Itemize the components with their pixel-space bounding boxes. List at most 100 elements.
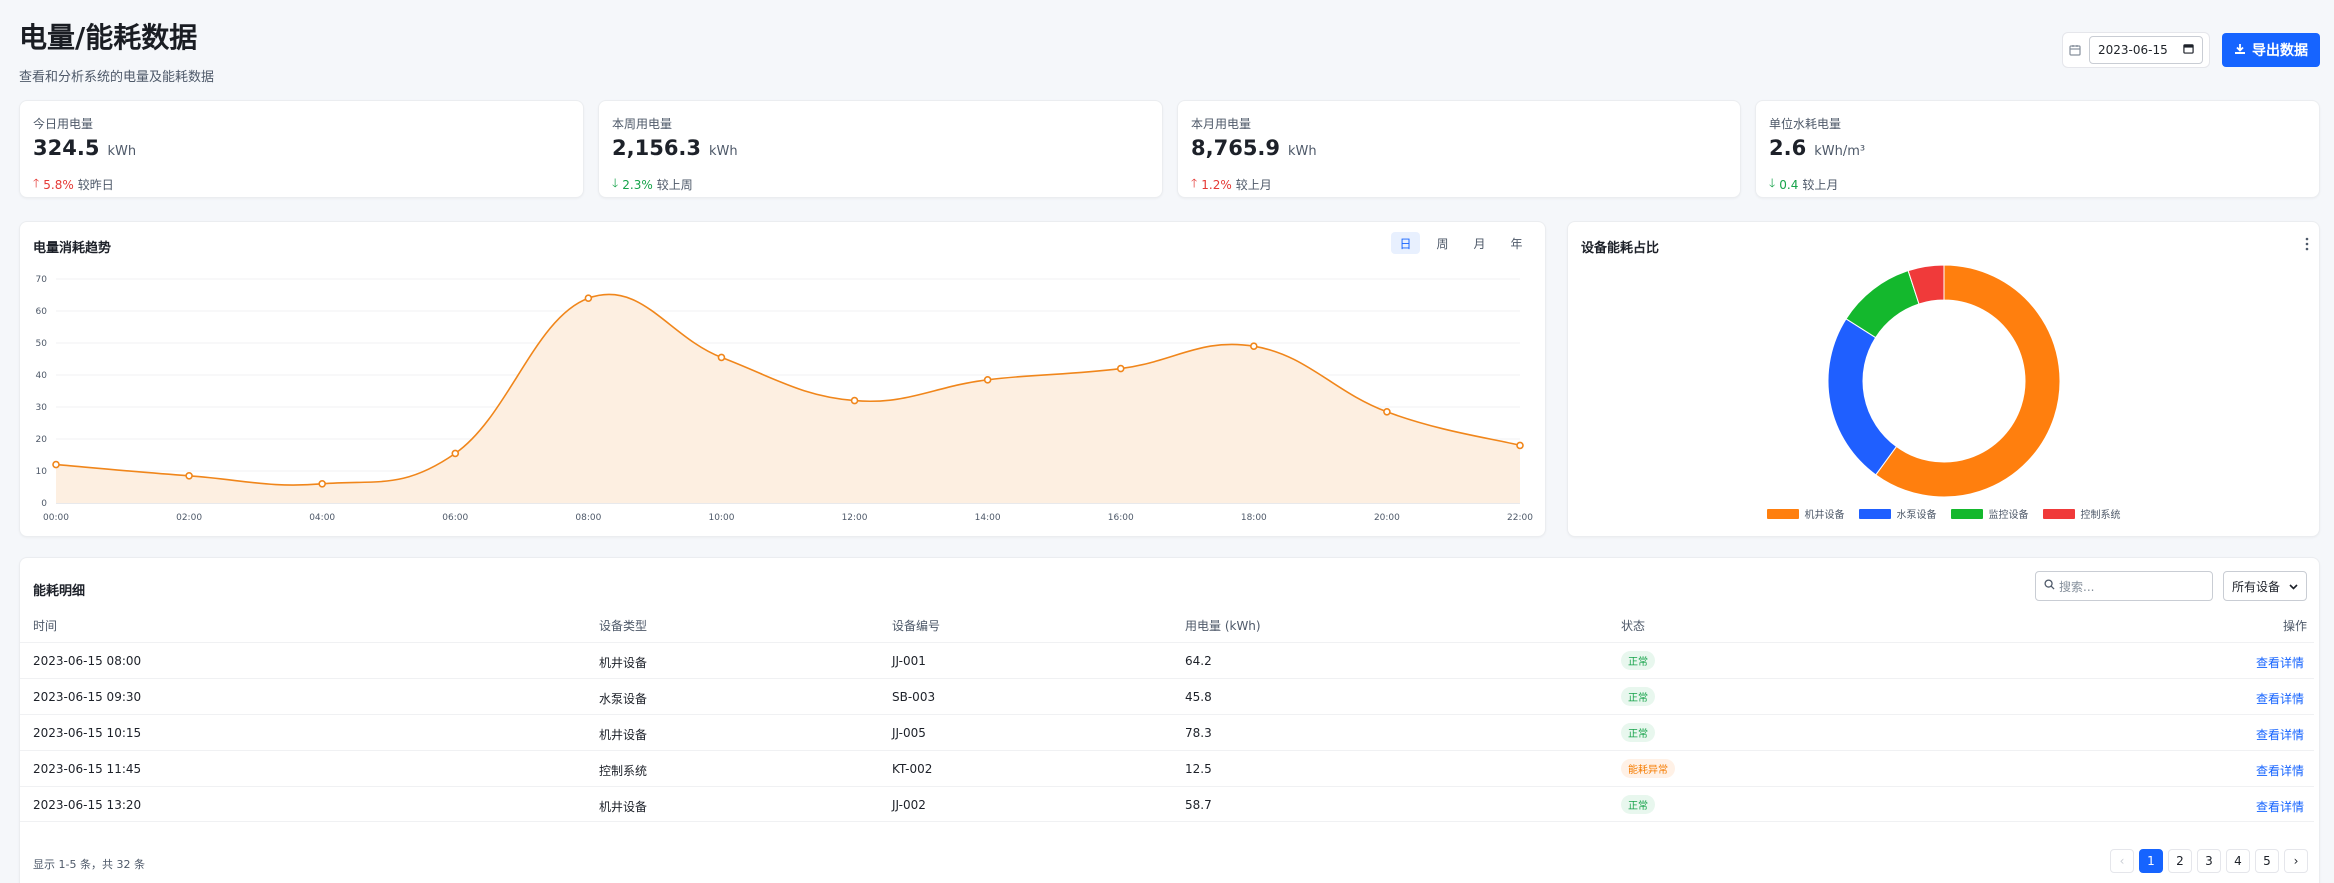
x-tick-label: 18:00 xyxy=(1241,513,1267,523)
tab-week[interactable]: 周 xyxy=(1436,236,1449,251)
cell-type: 机井设备 xyxy=(599,728,648,742)
y-tick-label: 50 xyxy=(36,339,48,349)
stat-unit: kWh/m³ xyxy=(1814,144,1866,159)
device-share-title: 设备能耗占比 xyxy=(1581,241,1660,256)
device-filter-select[interactable]: 所有设备 xyxy=(2223,571,2307,601)
table-row: 2023-06-15 13:20 机井设备 JJ-002 58.7 正常 查看详… xyxy=(20,786,2314,822)
data-point xyxy=(717,353,726,362)
table-title: 能耗明细 xyxy=(33,584,86,599)
date-value: 2023-06-15 xyxy=(2098,43,2168,57)
page-button[interactable]: 2 xyxy=(2168,849,2192,873)
trend-chart-title: 电量消耗趋势 xyxy=(33,241,112,256)
data-point xyxy=(1116,364,1125,373)
pagination: ‹ 1 2 3 4 5 › xyxy=(2110,849,2308,873)
date-picker[interactable]: 2023-06-15 xyxy=(2062,32,2210,68)
page-header: 电量/能耗数据 查看和分析系统的电量及能耗数据 2023-06-15 导出数据 xyxy=(19,18,2320,88)
stat-change-value: 1.2% xyxy=(1201,177,1232,192)
stat-label: 本周用电量 xyxy=(612,117,673,131)
x-tick-label: 08:00 xyxy=(575,513,601,523)
legend-item[interactable]: 机井设备 xyxy=(1766,506,1845,521)
stat-value: 8,765.9 kWh xyxy=(1191,136,1317,160)
page-button[interactable]: 3 xyxy=(2197,849,2221,873)
stat-value: 2,156.3 kWh xyxy=(612,136,738,160)
y-tick-label: 20 xyxy=(36,435,48,445)
x-tick-label: 22:00 xyxy=(1507,513,1533,523)
x-tick-label: 00:00 xyxy=(43,513,69,523)
view-detail-link[interactable]: 查看详情 xyxy=(2255,656,2304,670)
page-button[interactable]: 1 xyxy=(2139,849,2163,873)
legend-item[interactable]: 水泵设备 xyxy=(1858,506,1937,521)
trend-line-chart: 0 10 20 30 40 50 60 70 00:00 02:00 04:00 06:00 08:00… xyxy=(36,275,1534,523)
search-input[interactable]: 搜索... xyxy=(2035,571,2213,601)
page-button[interactable]: 5 xyxy=(2255,849,2279,873)
table-row: 2023-06-15 08:00 机井设备 JJ-001 64.2 正常 查看详… xyxy=(20,642,2314,678)
arrow-down-icon: 🡓 xyxy=(612,176,619,190)
cell-id: KT-002 xyxy=(892,762,933,776)
legend-swatch xyxy=(1858,508,1891,519)
cell-type: 机井设备 xyxy=(599,800,648,814)
x-tick-label: 14:00 xyxy=(975,513,1001,523)
y-tick-label: 0 xyxy=(41,499,47,509)
legend-swatch xyxy=(1766,508,1799,519)
column-header-status: 状态 xyxy=(1621,619,1646,633)
date-picker-icon[interactable] xyxy=(2183,43,2194,57)
search-icon xyxy=(2044,579,2055,593)
tab-month[interactable]: 月 xyxy=(1473,236,1486,251)
legend-label: 机井设备 xyxy=(1804,510,1845,521)
y-tick-label: 60 xyxy=(36,307,48,317)
stat-change: 🡑 5.8% 较昨日 xyxy=(33,174,114,195)
x-tick-label: 20:00 xyxy=(1374,513,1400,523)
stat-change: 🡓 2.3% 较上周 xyxy=(612,174,693,195)
stat-unit: kWh xyxy=(1288,144,1317,159)
legend-item[interactable]: 监控设备 xyxy=(1950,506,2029,521)
status-badge: 正常 xyxy=(1621,723,1655,742)
cell-time: 2023-06-15 13:20 xyxy=(33,798,142,812)
stat-number: 8,765.9 xyxy=(1191,136,1281,160)
y-tick-label: 70 xyxy=(36,275,48,285)
export-label: 导出数据 xyxy=(2252,42,2308,58)
view-detail-link[interactable]: 查看详情 xyxy=(2255,764,2304,778)
stat-change-value: 5.8% xyxy=(43,177,74,192)
search-placeholder: 搜索... xyxy=(2059,579,2095,594)
legend-item[interactable]: 控制系统 xyxy=(2042,506,2121,521)
y-tick-label: 40 xyxy=(36,371,48,381)
data-point xyxy=(451,449,460,458)
device-share-card: 设备能耗占比 机井设备 水泵设备 监控设备 控制系统 xyxy=(1567,221,2320,537)
export-button[interactable]: 导出数据 xyxy=(2222,33,2320,67)
data-point xyxy=(52,460,60,469)
stat-compare: 较上月 xyxy=(1802,178,1839,192)
data-point xyxy=(1250,342,1258,350)
next-page-button[interactable]: › xyxy=(2284,849,2308,873)
view-detail-link[interactable]: 查看详情 xyxy=(2255,692,2304,706)
tab-day[interactable]: 日 xyxy=(1391,232,1420,254)
area-fill xyxy=(56,294,1520,503)
stat-number: 324.5 xyxy=(33,136,100,160)
prev-page-button[interactable]: ‹ xyxy=(2110,849,2134,873)
cell-time: 2023-06-15 08:00 xyxy=(33,654,142,668)
stat-number: 2.6 xyxy=(1769,136,1807,160)
date-input[interactable]: 2023-06-15 xyxy=(2089,36,2203,64)
page-button[interactable]: 4 xyxy=(2226,849,2250,873)
x-tick-label: 02:00 xyxy=(176,513,202,523)
more-options-icon[interactable] xyxy=(2305,236,2309,255)
chevron-right-icon: › xyxy=(2293,854,2299,868)
stat-card-week: 本周用电量 2,156.3 kWh 🡓 2.3% 较上周 xyxy=(598,100,1163,198)
stat-card-today: 今日用电量 324.5 kWh 🡑 5.8% 较昨日 xyxy=(19,100,584,198)
view-detail-link[interactable]: 查看详情 xyxy=(2255,728,2304,742)
status-badge: 正常 xyxy=(1621,687,1655,706)
stat-card-water-ratio: 单位水耗电量 2.6 kWh/m³ 🡓 0.4 较上月 xyxy=(1755,100,2320,198)
view-detail-link[interactable]: 查看详情 xyxy=(2255,800,2304,814)
data-point xyxy=(318,479,326,488)
cell-power: 12.5 xyxy=(1185,762,1212,776)
cell-id: JJ-002 xyxy=(892,798,926,812)
donut-slice xyxy=(1907,264,1945,305)
tab-year[interactable]: 年 xyxy=(1510,236,1523,251)
cell-time: 2023-06-15 10:15 xyxy=(33,726,142,740)
donut-slice xyxy=(1827,318,1898,476)
table-row: 2023-06-15 11:45 控制系统 KT-002 12.5 能耗异常 查… xyxy=(20,750,2314,786)
arrow-up-icon: 🡑 xyxy=(33,176,40,190)
legend-label: 监控设备 xyxy=(1988,510,2029,521)
cell-power: 45.8 xyxy=(1185,690,1212,704)
cell-power: 58.7 xyxy=(1185,798,1212,812)
x-tick-label: 10:00 xyxy=(708,513,734,523)
